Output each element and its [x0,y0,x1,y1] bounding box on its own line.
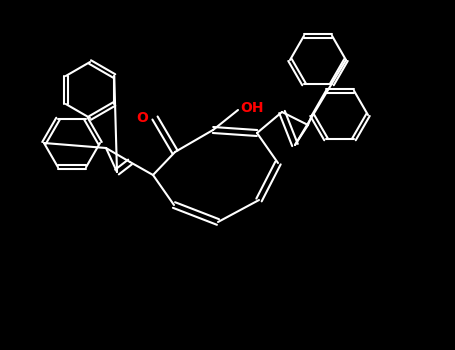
Text: O: O [136,111,148,125]
Text: OH: OH [240,101,263,115]
